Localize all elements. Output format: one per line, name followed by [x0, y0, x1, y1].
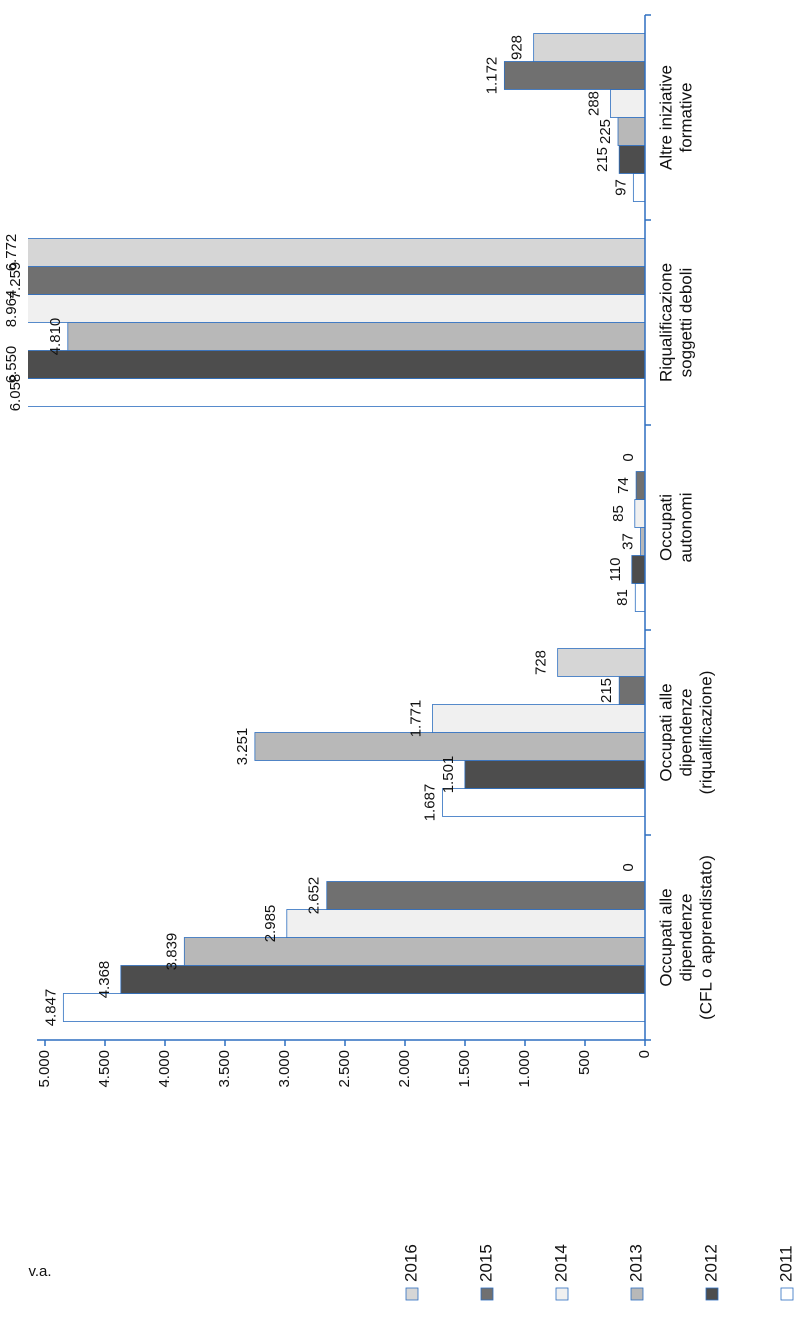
y-tick-label: 4.500: [96, 1050, 113, 1088]
value-label: 3.839: [163, 933, 180, 971]
value-label: 288: [585, 91, 602, 116]
bar: [286, 909, 645, 938]
x-tick-label: dipendenze: [676, 894, 695, 982]
y-tick-label: 1.000: [516, 1050, 533, 1088]
bar: [634, 499, 645, 528]
y-tick-label: 2.500: [336, 1050, 353, 1088]
value-label: 74: [615, 477, 632, 494]
y-tick-label: 4.000: [156, 1050, 173, 1088]
value-label: 215: [594, 147, 611, 172]
value-label: 4.847: [42, 989, 59, 1027]
value-label: 6.058: [7, 374, 24, 412]
bar: [183, 937, 645, 966]
value-label: 85: [610, 505, 627, 522]
y-tick-label: 0: [636, 1050, 653, 1058]
value-label: 7.259: [7, 262, 24, 300]
y-tick-label: 500: [576, 1050, 593, 1075]
bar: [464, 760, 645, 789]
value-label: 6.550: [3, 346, 20, 384]
x-tick-label: Occupati: [656, 494, 675, 561]
bar: [610, 89, 645, 118]
value-label: 4.368: [96, 961, 113, 999]
value-label: 2.985: [262, 905, 279, 943]
y-axis-label: v.a.: [28, 1263, 51, 1280]
value-label: 728: [533, 650, 550, 675]
value-label: 1.687: [422, 784, 439, 822]
legend-swatch: [780, 1287, 794, 1301]
legend-label: 2011: [776, 1245, 795, 1282]
x-tick-label: Altre iniziative: [656, 65, 675, 170]
bar: [631, 555, 645, 584]
legend-swatch: [405, 1287, 419, 1301]
legend-label: 2013: [626, 1244, 645, 1282]
legend-label: 2015: [476, 1244, 495, 1282]
y-tick-label: 3.000: [276, 1050, 293, 1088]
bar: [557, 648, 645, 677]
value-label: 1.501: [440, 756, 457, 794]
rotated-chart: 0 500 1.000 1.500 2.000 2.500 3.000 3.500 4.000 4…: [3, 14, 795, 1301]
bar: [634, 583, 645, 612]
value-label: 0: [620, 453, 637, 461]
bar: [503, 61, 645, 90]
bar: [67, 322, 645, 351]
bar: [617, 117, 645, 146]
value-label: 6.772: [3, 234, 20, 272]
bar: [618, 145, 645, 174]
bar: [533, 33, 645, 62]
bar: [28, 350, 645, 379]
value-label: 97: [612, 179, 629, 196]
value-label: 0: [620, 863, 637, 871]
legend-swatch: [705, 1287, 719, 1301]
x-tick-label: Riqualificazione: [656, 263, 675, 382]
value-label: 3.251: [234, 728, 251, 766]
legend-swatch: [555, 1287, 569, 1301]
bar: [28, 378, 645, 407]
x-tick-label: Occupati alle: [656, 888, 675, 986]
y-tick-label: 1.500: [456, 1050, 473, 1088]
x-tick-label: formative: [676, 83, 695, 153]
x-tick-label: (riqualificazione): [696, 671, 715, 795]
legend-label: 2012: [701, 1244, 720, 1282]
value-label: 81: [614, 589, 631, 606]
bar: [120, 965, 645, 994]
bar: [618, 676, 645, 705]
x-tick-label: dipendenze: [676, 689, 695, 777]
bar: [442, 788, 645, 817]
value-label: 215: [598, 678, 615, 703]
bar: [28, 238, 645, 267]
bar: [28, 294, 645, 323]
bar: [432, 704, 645, 733]
value-label: 1.172: [483, 57, 500, 95]
legend-swatch: [480, 1287, 494, 1301]
legend-swatch: [630, 1287, 644, 1301]
value-label: 8.964: [3, 290, 20, 328]
bar: [635, 471, 645, 500]
x-tick-label: soggetti deboli: [676, 268, 695, 378]
y-tick-label: 3.500: [216, 1050, 233, 1088]
bar: [326, 881, 645, 910]
legend-label: 2016: [401, 1244, 420, 1282]
legend-label: 2014: [551, 1244, 570, 1282]
value-label: 2.652: [306, 877, 323, 915]
plot-area: [28, 33, 645, 1022]
y-tick-label: 2.000: [396, 1050, 413, 1088]
value-label: 1.771: [407, 700, 424, 738]
bar: [28, 266, 645, 295]
bar: [632, 173, 645, 202]
value-label: 928: [509, 35, 526, 60]
bar: [62, 993, 645, 1022]
value-label: 225: [597, 119, 614, 144]
value-label: 37: [620, 533, 637, 550]
x-tick-label: autonomi: [676, 493, 695, 563]
value-label: 110: [607, 558, 624, 582]
x-tick-label: (CFL o apprendistato): [696, 855, 715, 1020]
x-tick-label: Occupati alle: [656, 683, 675, 781]
y-tick-label: 5.000: [36, 1050, 53, 1088]
value-label: 4.810: [47, 318, 64, 356]
